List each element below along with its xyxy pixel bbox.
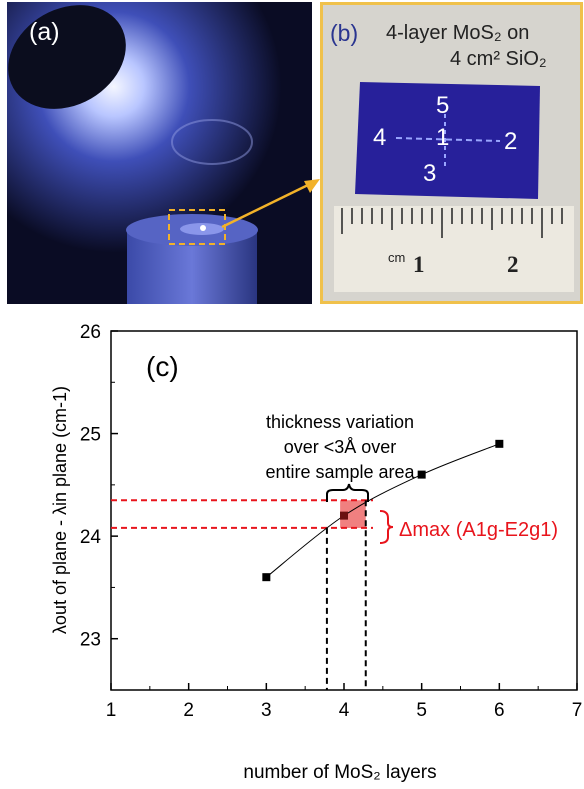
ruler-ticks (341, 208, 563, 238)
panel-b-caption-line1: 4-layer MoS₂ on (386, 22, 530, 44)
laser-photo (7, 2, 312, 304)
x-tick-label: 3 (261, 700, 272, 721)
objective-lens (8, 5, 126, 109)
fit-curve (266, 443, 500, 578)
y-tick-label: 26 (80, 322, 101, 343)
point-label-3: 3 (423, 160, 437, 187)
x-tick-label: 4 (339, 700, 350, 721)
delta-brace (379, 510, 394, 544)
sample-photo (320, 2, 583, 304)
data-point (495, 439, 504, 448)
annotation-line-2: over <3Å over (284, 437, 397, 457)
x-tick-label: 6 (494, 700, 505, 721)
y-tick-label: 25 (80, 425, 101, 446)
panel-b-photo: (b) 4-layer MoS₂ on 4 cm² SiO₂ 5 4 1 2 3… (320, 2, 583, 304)
x-tick-label: 2 (183, 700, 194, 721)
y-tick-label: 24 (80, 527, 102, 548)
annotation-brace (326, 483, 369, 502)
zoom-arrow (221, 179, 320, 229)
x-tick-label: 7 (572, 700, 583, 721)
panel-b-label: (b) (330, 20, 359, 46)
ruler-number-1: 1 (413, 252, 425, 277)
point-label-1: 1 (436, 124, 450, 151)
y-axis-label: λout of plane - λin plane (cm-1) (50, 386, 70, 634)
mos2-sample (355, 82, 540, 199)
data-point (417, 470, 426, 479)
ruler-unit: cm (388, 250, 406, 265)
x-tick-label: 5 (416, 700, 427, 721)
delta-label: Δmax (A1g-E2g1) (399, 519, 558, 541)
x-axis-label: number of MoS₂ layers (243, 762, 436, 783)
panel-a-label: (a) (29, 18, 60, 46)
ruler (334, 206, 574, 292)
panel-c-label: (c) (146, 351, 179, 382)
y-tick-label: 23 (80, 630, 101, 651)
point-label-5: 5 (436, 92, 450, 119)
data-point (340, 511, 348, 520)
panel-a-photo: (a) (7, 2, 312, 304)
ruler-number-2: 2 (507, 252, 519, 277)
point-label-2: 2 (504, 128, 518, 155)
panel-b-caption-line2: 4 cm² SiO₂ (450, 48, 547, 70)
point-label-4: 4 (373, 124, 387, 151)
x-tick-label: 1 (106, 700, 117, 721)
annotation-line-3: entire sample area (265, 462, 415, 482)
data-point (262, 573, 271, 582)
sample-highlight-box (168, 209, 226, 245)
annotation-line-1: thickness variation (266, 412, 414, 432)
